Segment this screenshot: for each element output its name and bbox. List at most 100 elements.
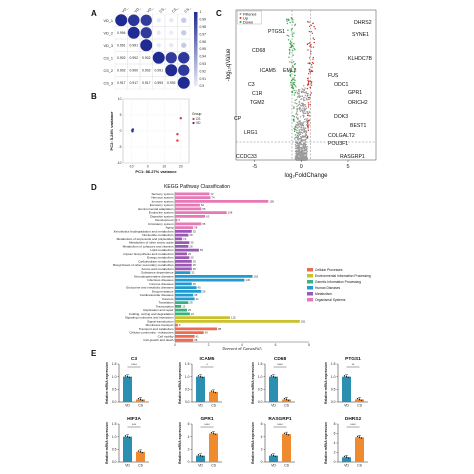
legend-label: Metabolism [315,292,332,296]
category-label: Cancers [162,297,174,301]
category-label: Carbohydrate metabolism [138,259,174,263]
y-axis-label: Relative mRNA expression [324,362,328,404]
category-label: Lipid metabolism [150,248,174,252]
category-label: Aging [166,226,174,230]
category-label: Metabolism of other amino acids [129,241,174,245]
expression-bar [196,455,205,462]
significance-label: **** [131,363,137,367]
y-tick-label: 0.0 [112,460,117,464]
bar-value-label: 35 [193,282,197,286]
panel-letter-a: A [91,9,97,18]
bar-value-label: 13 [182,304,186,308]
bar-value-label: 55 [202,222,206,226]
category-label: Neurodegenerative diseases [134,274,174,278]
group-label: VD [198,464,203,468]
expression-bar [269,376,278,402]
y-tick-label: 1.0 [331,375,336,379]
y-axis-label: Relative mRNA expression [105,422,109,464]
matrix-row-label: VD_2 [104,31,114,35]
bar-value-label: 38 [194,226,198,230]
x-tick-label: 5 [346,164,349,170]
y-axis-label: Relative mRNA expression [105,362,109,404]
matrix-value-label: 0.991 [155,69,164,73]
y-axis-label: -log₁₀qValue [226,48,232,81]
kegg-bar [175,290,202,293]
category-label: Substance dependence [141,271,174,275]
matrix-row-label: VD_1 [104,19,114,23]
gene-label: RASGRP1 [340,154,365,160]
category-label: Signaling molecules and interaction [125,316,174,320]
colorbar-tick-label: 0.95 [200,47,207,51]
legend-swatch [307,274,313,278]
x-axis-label: PC1: 86.27% variance [135,169,177,174]
kegg-bar [175,275,253,278]
gene-label: KLHDC7B [348,56,372,62]
bar-value-label: 52 [201,203,205,207]
kegg-bar [175,305,182,308]
matrix-bubble [127,14,140,27]
y-tick-label: 4 [261,435,263,439]
bar-value-label: 72 [210,192,214,196]
bar-value-label: 30 [190,256,194,260]
bar-value-label: 25 [188,308,192,312]
kegg-bar [175,192,210,196]
colorbar-tick-label: 0.99 [200,18,207,22]
gene-label: ORICH2 [348,100,368,106]
category-label: Environmental adaptation [138,207,173,211]
matrix-col-label: VD_1 [121,8,130,14]
expression-bar [123,436,132,462]
matrix-value-label: 0.902 [117,69,126,73]
y-tick-label: 1.0 [185,375,190,379]
legend-label: Cellular Processes [315,268,343,272]
category-label: Cell growth and death [143,338,173,342]
matrix-bubble [156,43,161,48]
kegg-bar [175,320,300,323]
x-tick-label: 20 [179,165,183,169]
colorbar-tick-label: 0.98 [200,25,207,29]
legend-label: Filtered [243,11,256,16]
matrix-bubble [177,76,190,89]
category-label: Glycan biosynthesis and metabolism [123,252,174,256]
pca-point [179,117,182,120]
kegg-bar [175,245,189,248]
kegg-bar [175,297,195,301]
expression-bar [342,376,351,402]
bar-value-label: 28 [189,233,193,237]
group-label: VD [125,464,130,468]
group-label: CS [138,404,144,408]
bar-value-label: 5 [178,218,180,222]
expression-bar [209,391,218,402]
matrix-bubble [140,14,152,26]
gene-title: HIF3A [127,416,141,422]
bar-value-label: 74 [211,196,215,200]
matrix-col-label: CS_1 [159,8,168,14]
gene-title: RASGRP1 [268,416,292,422]
kegg-bar [175,271,191,274]
matrix-row-label: CS_2 [104,69,114,73]
kegg-bar [175,248,199,252]
y-tick-label: 0 [334,460,336,464]
kegg-bar [175,293,194,297]
bar-value-label: 28 [189,301,193,305]
bar-value-label: 88 [218,327,222,331]
matrix-bubble [169,43,174,48]
category-label: Digestive system [150,214,174,218]
y-tick-label: 10 [118,97,122,101]
legend-title: Group [192,112,202,116]
matrix-bubble [178,64,190,76]
bar-value-label: 35 [193,259,197,263]
panel-letter-d: D [91,183,97,192]
bar-value-label: 30 [190,241,194,245]
matrix-value-label: 0.994 [117,31,126,35]
kegg-bar [175,196,211,199]
group-label: CS [284,464,290,468]
matrix-bubble [169,18,174,23]
bar-value-label: 108 [228,211,233,215]
kegg-bar [175,260,192,263]
matrix-value-label: 0.991 [130,44,139,48]
kegg-bar [175,241,190,244]
kegg-bar [175,308,187,312]
category-label: Xenobiotics biodegradation and metabolis… [113,229,173,233]
category-label: Energy metabolism [147,256,174,260]
kegg-bar [175,331,204,334]
